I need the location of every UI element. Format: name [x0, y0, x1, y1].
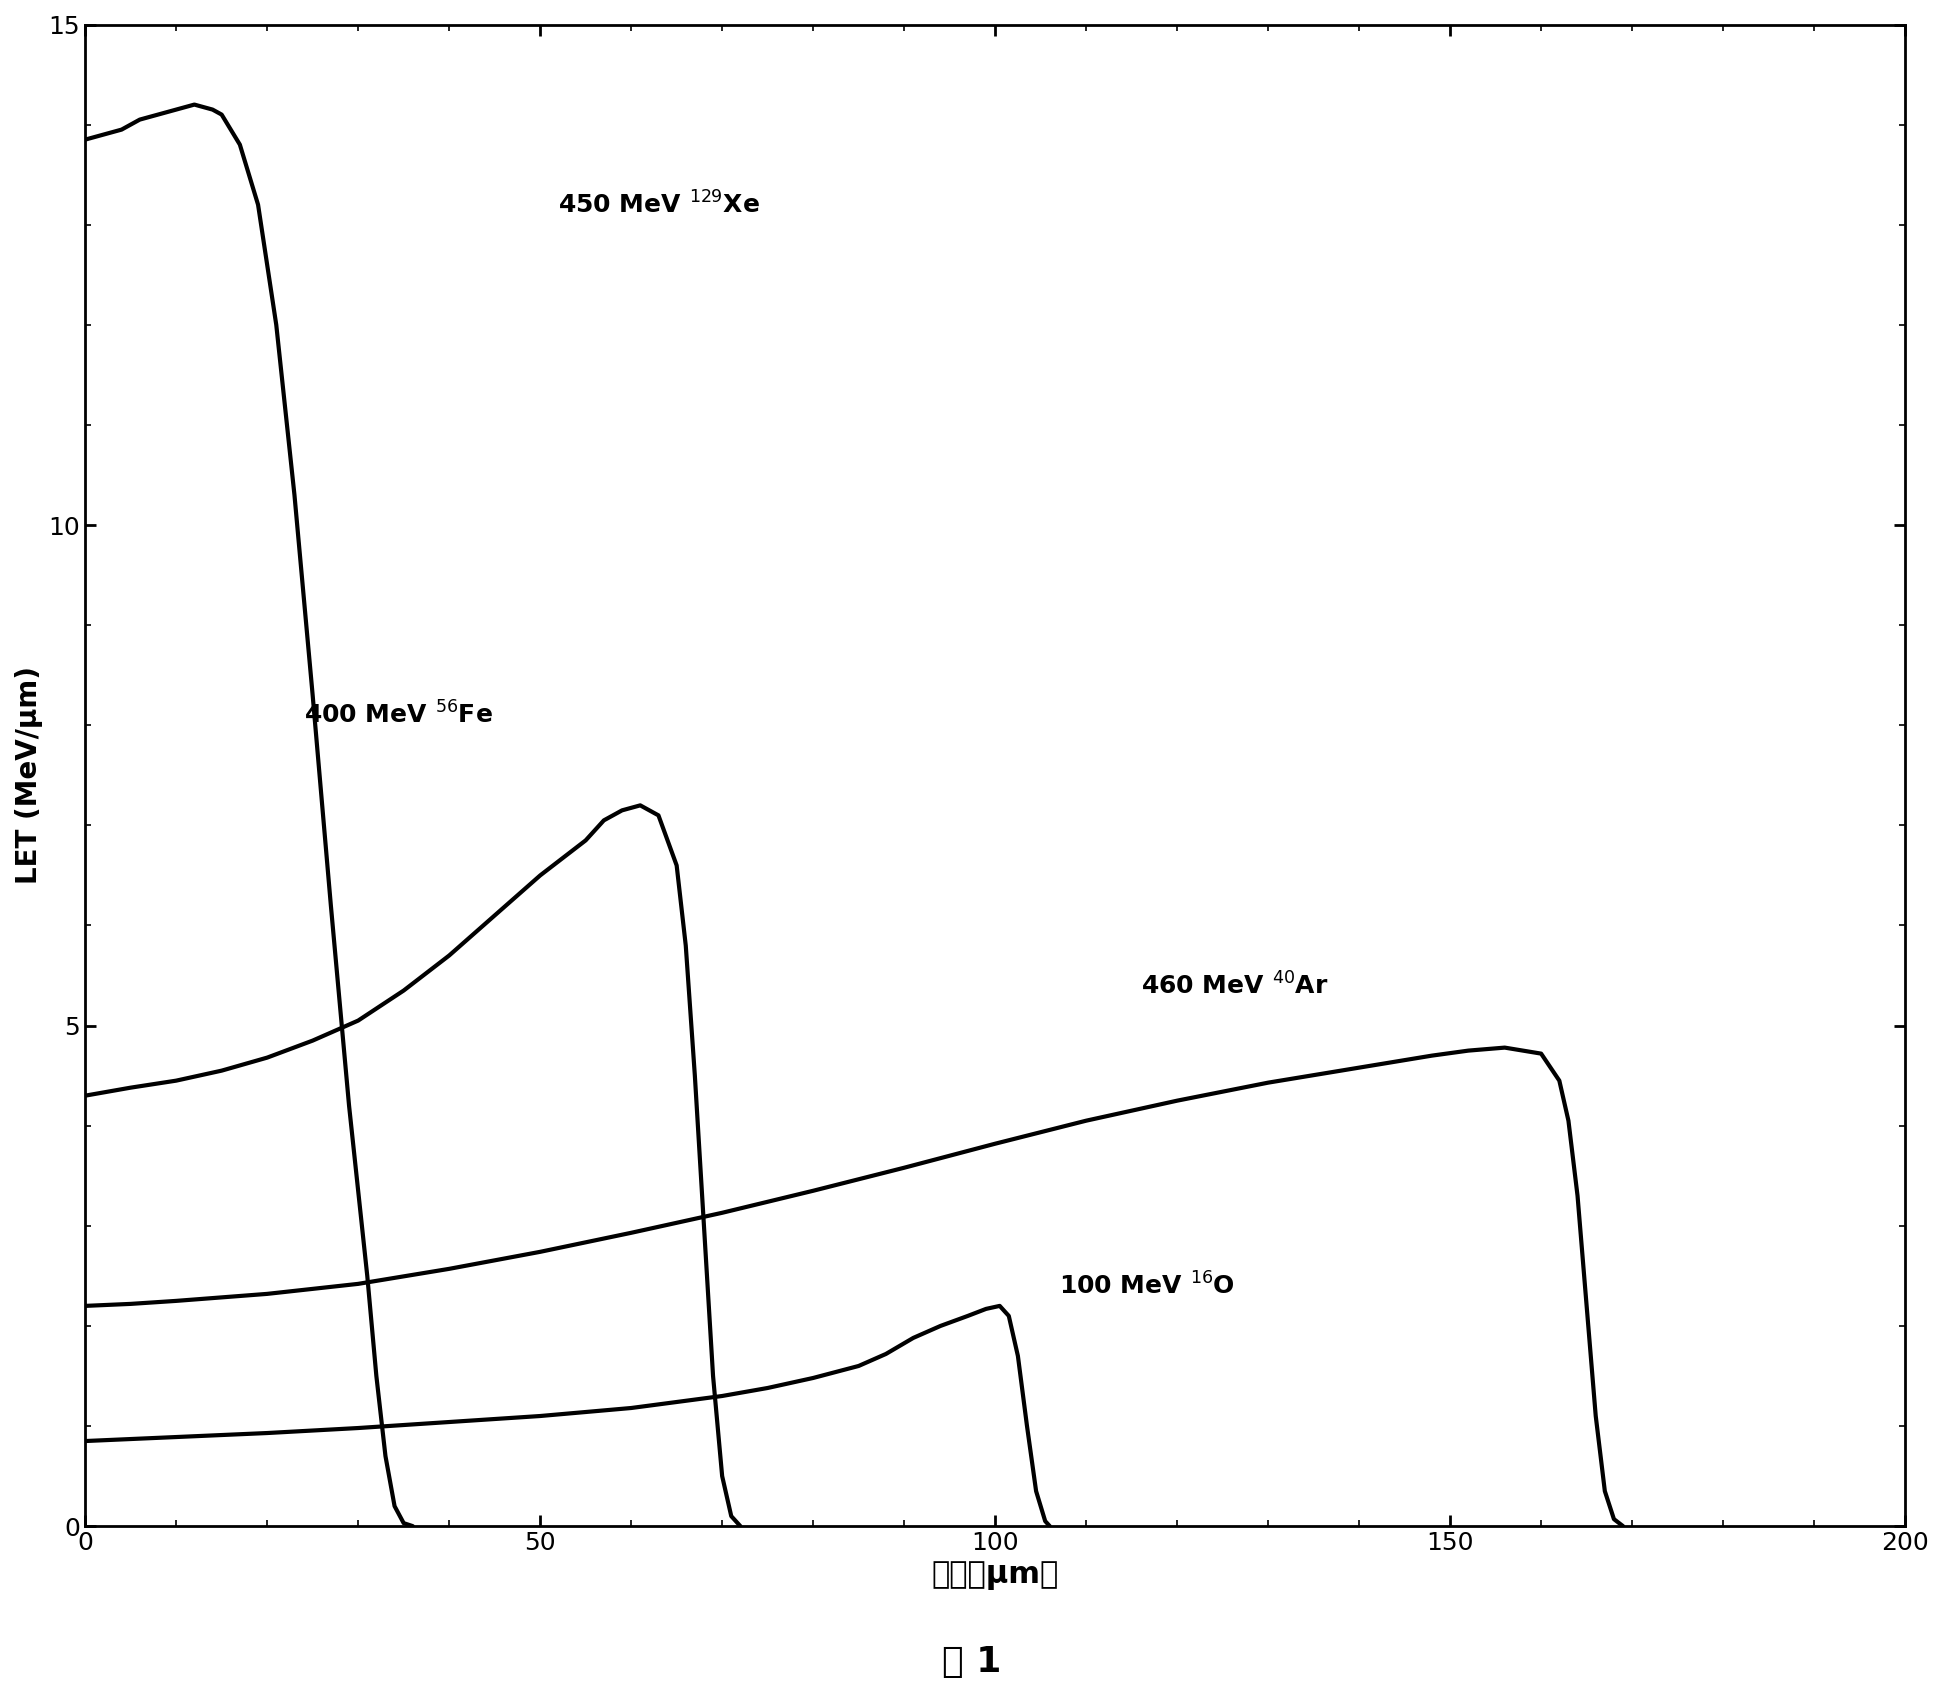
Text: 460 MeV $^{40}$Ar: 460 MeV $^{40}$Ar — [1141, 971, 1328, 1000]
Text: 100 MeV $^{16}$O: 100 MeV $^{16}$O — [1059, 1272, 1234, 1299]
Text: 图 1: 图 1 — [943, 1645, 1001, 1679]
Text: 450 MeV $^{129}$Xe: 450 MeV $^{129}$Xe — [558, 191, 760, 218]
Y-axis label: LET (MeV/μm): LET (MeV/μm) — [16, 667, 43, 885]
Text: 400 MeV $^{56}$Fe: 400 MeV $^{56}$Fe — [303, 701, 492, 730]
X-axis label: 深度（μm）: 深度（μm） — [931, 1561, 1059, 1589]
